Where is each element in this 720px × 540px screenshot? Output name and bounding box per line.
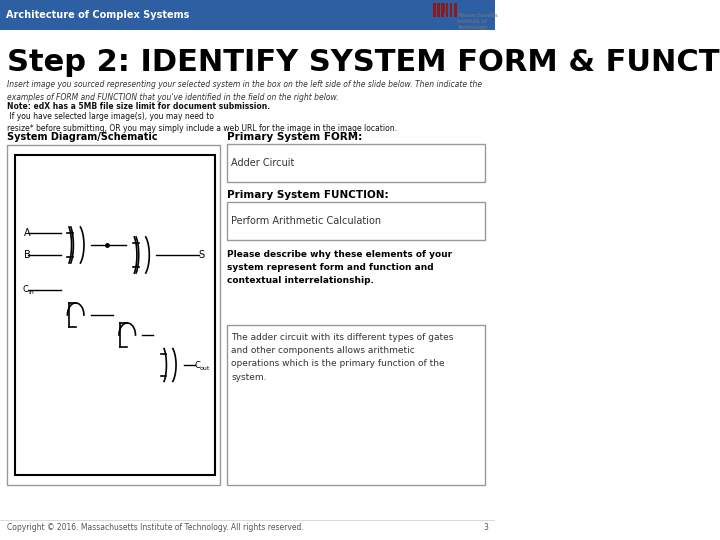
- Text: Note: edX has a 5MB file size limit for document submission.: Note: edX has a 5MB file size limit for …: [7, 102, 270, 111]
- Text: Insert image you sourced representing your selected system in the box on the lef: Insert image you sourced representing yo…: [7, 80, 482, 102]
- Text: C: C: [23, 286, 29, 294]
- Bar: [433, 3, 436, 17]
- Text: System Diagram/Schematic: System Diagram/Schematic: [7, 132, 158, 142]
- Text: Primary System FORM:: Primary System FORM:: [227, 132, 362, 142]
- Text: Please describe why these elements of your
system represent form and function an: Please describe why these elements of yo…: [227, 250, 452, 286]
- Bar: [454, 3, 456, 17]
- Text: Copyright © 2016. Massachusetts Institute of Technology. All rights reserved.: Copyright © 2016. Massachusetts Institut…: [7, 523, 304, 531]
- FancyBboxPatch shape: [227, 144, 485, 182]
- Text: B: B: [24, 250, 31, 260]
- FancyBboxPatch shape: [227, 202, 485, 240]
- FancyBboxPatch shape: [227, 325, 485, 485]
- Text: The adder circuit with its different types of gates
and other components allows : The adder circuit with its different typ…: [231, 333, 454, 382]
- Text: Primary System FUNCTION:: Primary System FUNCTION:: [227, 190, 389, 200]
- Text: Adder Circuit: Adder Circuit: [231, 158, 294, 168]
- Text: Perform Arithmetic Calculation: Perform Arithmetic Calculation: [231, 216, 381, 226]
- Text: Step 2: IDENTIFY SYSTEM FORM & FUNCTION: Step 2: IDENTIFY SYSTEM FORM & FUNCTION: [7, 48, 720, 77]
- Text: Architecture of Complex Systems: Architecture of Complex Systems: [6, 10, 189, 20]
- Text: out: out: [200, 366, 210, 370]
- FancyBboxPatch shape: [15, 155, 215, 475]
- Bar: [441, 3, 444, 17]
- Bar: [437, 3, 440, 17]
- FancyBboxPatch shape: [7, 145, 220, 485]
- Text: 3: 3: [483, 523, 488, 531]
- Text: Massachusetts
Institute of
Technology: Massachusetts Institute of Technology: [457, 13, 498, 30]
- FancyBboxPatch shape: [0, 0, 495, 30]
- Text: S: S: [199, 250, 205, 260]
- Bar: [450, 3, 452, 17]
- Text: C: C: [194, 361, 200, 369]
- Bar: [446, 3, 449, 17]
- Text: in: in: [28, 291, 34, 295]
- Text: A: A: [24, 228, 31, 238]
- Text: If you have selected large image(s), you may need to
resize* before submitting, : If you have selected large image(s), you…: [7, 112, 397, 133]
